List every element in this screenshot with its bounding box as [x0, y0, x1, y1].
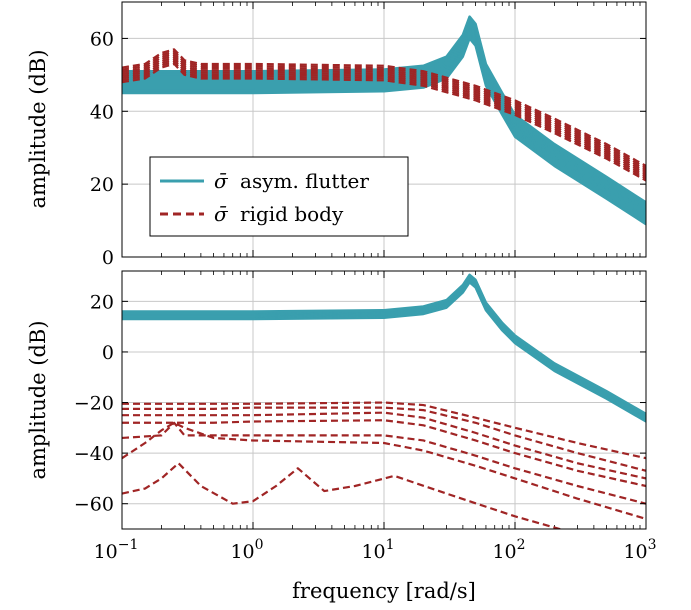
rigid-body-series-line [122, 58, 646, 178]
legend-symbol-flutter: σ̄ [214, 169, 229, 193]
x-tick-label: 10−1 [94, 537, 139, 563]
x-axis-label: frequency [rad/s] [292, 579, 476, 603]
legend-label-flutter: asym. flutter [240, 169, 369, 193]
rigid-body-series-line [122, 421, 646, 520]
rigid-body-series-line [122, 401, 646, 460]
bottom-panel-ylabel: amplitude (dB) [26, 320, 50, 479]
rigid-body-series-line [122, 52, 646, 172]
y-tick-label: 40 [90, 101, 114, 123]
legend-label-rigid: rigid body [240, 202, 344, 226]
y-tick-label: 0 [102, 247, 114, 269]
legend-symbol-rigid: σ̄ [214, 202, 229, 226]
top-panel-lines [122, 15, 646, 226]
rigid-body-series-line [122, 54, 646, 174]
y-tick-label: −20 [74, 393, 114, 415]
x-tick-label: 102 [492, 537, 525, 563]
rigid-body-series-line [122, 421, 646, 505]
rigid-body-series-line [122, 462, 564, 529]
rigid-body-series-line [122, 419, 646, 488]
x-tick-label: 101 [361, 537, 394, 563]
y-tick-label: 20 [90, 174, 114, 196]
top-panel-y-ticks: 0 20 40 60 [90, 28, 646, 269]
bottom-panel: −60 −40 −20 0 20 amplitude (dB) [26, 270, 647, 530]
rigid-body-series-line [122, 406, 646, 472]
rigid-body-series-line [122, 411, 646, 480]
rigid-body-series-line [122, 56, 646, 176]
y-tick-label: 60 [90, 28, 114, 50]
rigid-body-series-line [122, 50, 646, 169]
bottom-panel-y-ticks: −60 −40 −20 0 20 [74, 291, 646, 516]
legend: σ̄ asym. flutter σ̄ rigid body [149, 156, 409, 237]
rigid-body-series-line [122, 48, 646, 167]
top-panel-ylabel: amplitude (dB) [26, 49, 50, 208]
y-tick-label: 20 [90, 291, 114, 313]
rigid-body-series-line [122, 62, 646, 182]
legend-box [149, 156, 409, 237]
rigid-body-series-line [122, 60, 646, 180]
x-tick-label: 100 [230, 537, 263, 563]
bottom-panel-grid [121, 271, 647, 529]
legend-entry-flutter: σ̄ asym. flutter [214, 169, 369, 193]
legend-entry-rigid: σ̄ rigid body [214, 202, 344, 226]
y-tick-label: 0 [102, 342, 114, 364]
flutter-series-line [122, 273, 646, 415]
bottom-panel-lines [122, 273, 646, 529]
x-tick-label: 103 [623, 537, 656, 563]
x-tick-labels: 10−1 100 101 102 103 [94, 2, 657, 563]
y-tick-label: −60 [74, 494, 114, 516]
y-tick-label: −40 [74, 443, 114, 465]
